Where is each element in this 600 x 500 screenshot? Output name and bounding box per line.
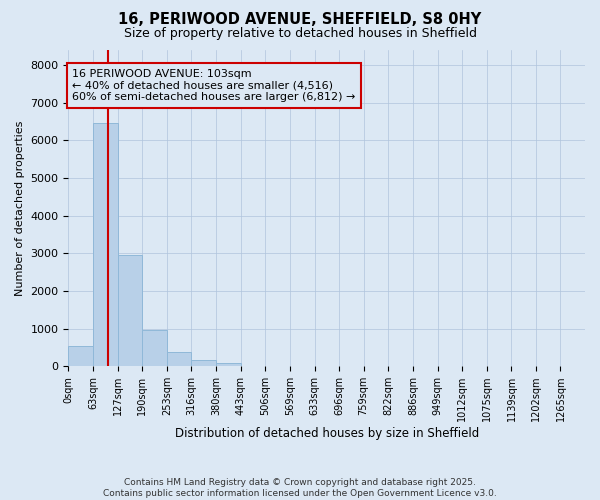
Bar [142,330,167,366]
Text: 16 PERIWOOD AVENUE: 103sqm
← 40% of detached houses are smaller (4,516)
60% of s: 16 PERIWOOD AVENUE: 103sqm ← 40% of deta… [72,69,356,102]
X-axis label: Distribution of detached houses by size in Sheffield: Distribution of detached houses by size … [175,427,479,440]
Bar [167,352,191,366]
Bar [68,346,93,366]
Text: Contains HM Land Registry data © Crown copyright and database right 2025.
Contai: Contains HM Land Registry data © Crown c… [103,478,497,498]
Bar [93,124,118,366]
Text: Size of property relative to detached houses in Sheffield: Size of property relative to detached ho… [124,28,476,40]
Y-axis label: Number of detached properties: Number of detached properties [15,120,25,296]
Bar [191,360,216,366]
Bar [216,364,241,366]
Bar [118,255,142,366]
Text: 16, PERIWOOD AVENUE, SHEFFIELD, S8 0HY: 16, PERIWOOD AVENUE, SHEFFIELD, S8 0HY [118,12,482,28]
